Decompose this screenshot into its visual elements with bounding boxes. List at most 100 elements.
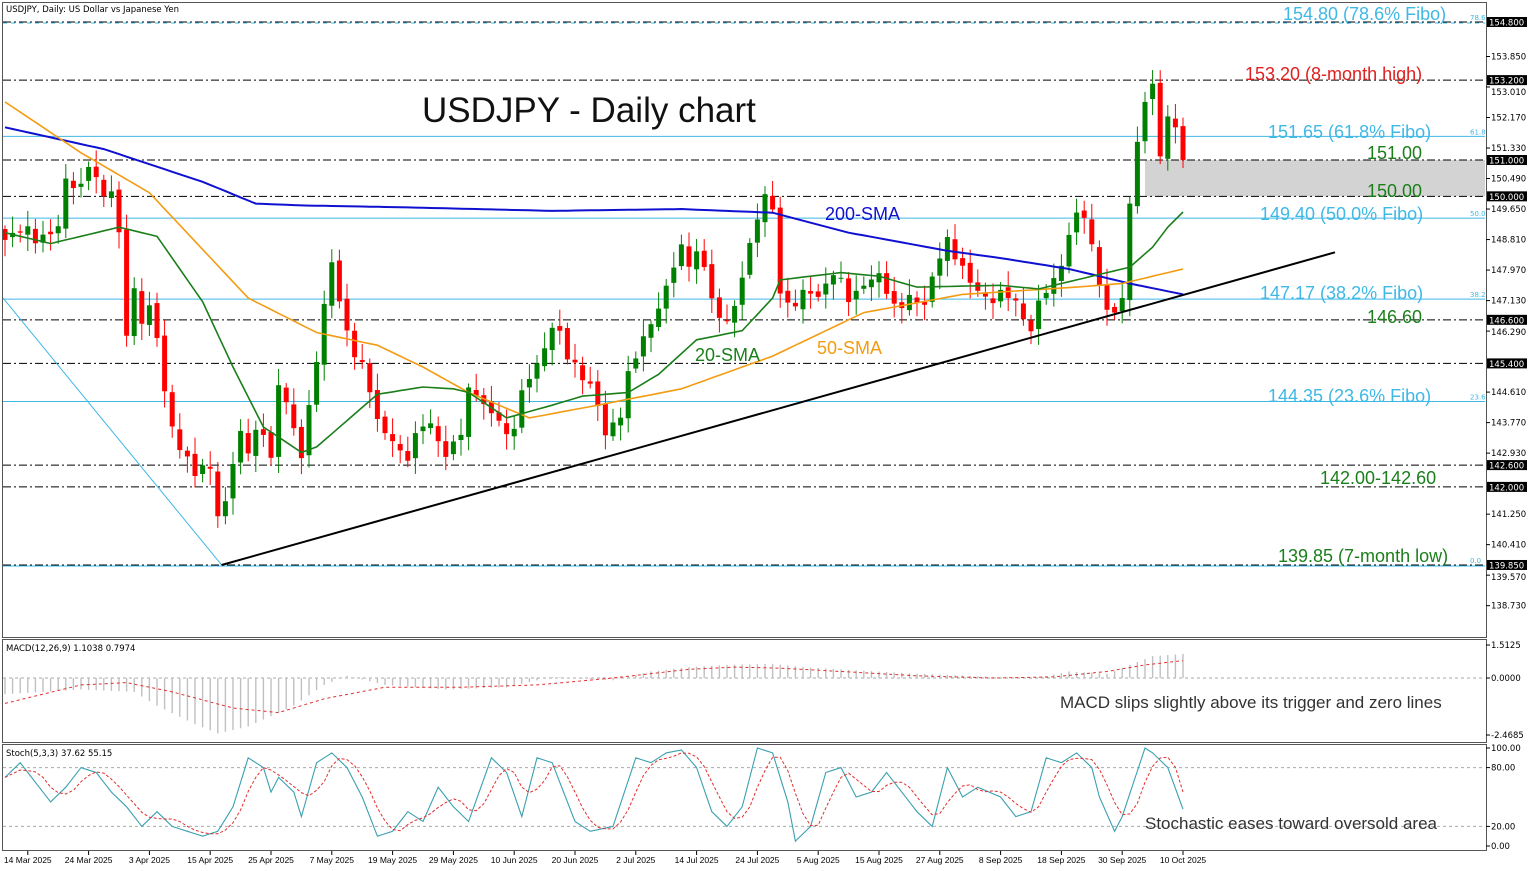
fibo-pct-label: 0.0 — [1470, 557, 1481, 565]
candle-up — [1074, 212, 1080, 233]
candle-up — [838, 277, 844, 279]
sma20-line — [4, 211, 1184, 454]
price-tag-label: 146.600 — [1489, 316, 1524, 326]
candle-up — [466, 387, 472, 437]
y-tick-label: 143.770 — [1491, 419, 1526, 429]
y-tick-label: 142.930 — [1491, 449, 1526, 459]
y-tick-label: 144.610 — [1491, 388, 1526, 398]
macd-tick-label: 0.0000 — [1491, 674, 1521, 684]
level-1466-label: 146.60 — [1367, 307, 1422, 327]
candle-down — [891, 291, 897, 304]
candle-up — [230, 463, 236, 499]
candle-down — [557, 326, 563, 331]
sma200-line — [4, 126, 1184, 296]
candle-up — [876, 273, 882, 283]
fibo-500-label: 149.40 (50.0% Fibo) — [1260, 204, 1423, 224]
fibo-pct-label: 23.6 — [1470, 394, 1486, 402]
stoch-header: Stoch(5,3,3) 37.62 55.15 — [6, 749, 112, 759]
candle-down — [1096, 247, 1102, 286]
candle-up — [108, 191, 114, 199]
stoch-tick-label: 0.00 — [1491, 842, 1510, 852]
candle-up — [314, 362, 320, 405]
candle-down — [1104, 285, 1110, 310]
candle-up — [648, 324, 654, 338]
candle-down — [139, 291, 145, 324]
candle-down — [359, 360, 365, 362]
fibo-swing-line — [3, 297, 222, 566]
candle-down — [595, 381, 601, 406]
candle-down — [260, 429, 266, 435]
candle-up — [678, 244, 684, 267]
level-142-label: 142.00-142.60 — [1320, 468, 1436, 488]
candle-down — [17, 231, 23, 233]
x-tick-label: 18 Sep 2025 — [1037, 855, 1085, 865]
candle-down — [3, 229, 8, 240]
candle-up — [40, 234, 46, 243]
x-tick-label: 14 Jul 2025 — [675, 855, 719, 865]
support-zone — [1145, 160, 1485, 197]
candle-down — [504, 423, 510, 435]
x-tick-label: 10 Oct 2025 — [1160, 855, 1207, 865]
candle-up — [1066, 234, 1072, 267]
fibo-236-label: 144.35 (23.6% Fibo) — [1268, 386, 1431, 406]
candle-down — [268, 432, 274, 458]
candle-up — [412, 433, 418, 459]
stoch-signal-line — [4, 752, 1184, 835]
sma200-label: 200-SMA — [825, 204, 900, 224]
x-tick-label: 2 Jul 2025 — [616, 855, 655, 865]
candle-down — [382, 416, 388, 434]
level-151-label: 151.00 — [1367, 143, 1422, 163]
candle-up — [1127, 203, 1133, 301]
candle-down — [686, 246, 692, 267]
price-tag-bg — [1487, 460, 1527, 471]
candle-down — [70, 180, 76, 189]
candle-up — [640, 336, 646, 357]
x-tick-label: 15 Aug 2025 — [855, 855, 903, 865]
candle-up — [998, 289, 1004, 302]
price-tag-label: 139.850 — [1489, 561, 1524, 571]
candle-up — [238, 431, 244, 463]
candle-down — [473, 389, 479, 396]
x-tick-label: 5 Aug 2025 — [797, 855, 840, 865]
price-tag-bg — [1487, 155, 1527, 166]
candle-up — [944, 237, 950, 261]
x-tick-label: 14 Mar 2025 — [4, 855, 52, 865]
price-tag-label: 154.800 — [1489, 19, 1524, 29]
candle-up — [519, 390, 525, 428]
candle-up — [1036, 300, 1042, 330]
candle-up — [526, 378, 532, 388]
candle-up — [253, 429, 259, 456]
stoch-tick-label: 100.00 — [1491, 744, 1521, 754]
candle-down — [952, 239, 958, 260]
candle-down — [1013, 298, 1019, 301]
stoch-main-line — [4, 747, 1184, 843]
high-label: 153.20 (8-month high) — [1245, 64, 1422, 84]
candle-up — [131, 288, 137, 337]
macd-tick-label: 1.5125 — [1491, 641, 1521, 651]
candle-down — [32, 228, 38, 244]
low-label: 139.85 (7-month low) — [1278, 546, 1448, 566]
candle-down — [1089, 219, 1095, 245]
candle-down — [443, 441, 449, 457]
candle-down — [960, 258, 966, 266]
y-tick-label: 153.850 — [1491, 53, 1526, 63]
y-tick-label: 140.410 — [1491, 541, 1526, 551]
candle-down — [602, 403, 608, 436]
candle-down — [93, 166, 99, 178]
candle-down — [344, 298, 350, 331]
macd-tick-label: -2.4685 — [1491, 731, 1524, 741]
candle-up — [55, 226, 61, 234]
candle-down — [169, 392, 175, 427]
candle-up — [1142, 101, 1148, 142]
candle-up — [1150, 83, 1156, 100]
candle-down — [770, 195, 776, 210]
candle-up — [694, 251, 700, 270]
candle-up — [329, 262, 335, 306]
candle-down — [245, 433, 251, 454]
y-tick-label: 147.970 — [1491, 266, 1526, 276]
fibo-pct-label: 61.8 — [1470, 128, 1486, 136]
candle-down — [884, 273, 890, 294]
y-tick-label: 150.490 — [1491, 175, 1526, 185]
y-tick-label: 147.130 — [1491, 297, 1526, 307]
